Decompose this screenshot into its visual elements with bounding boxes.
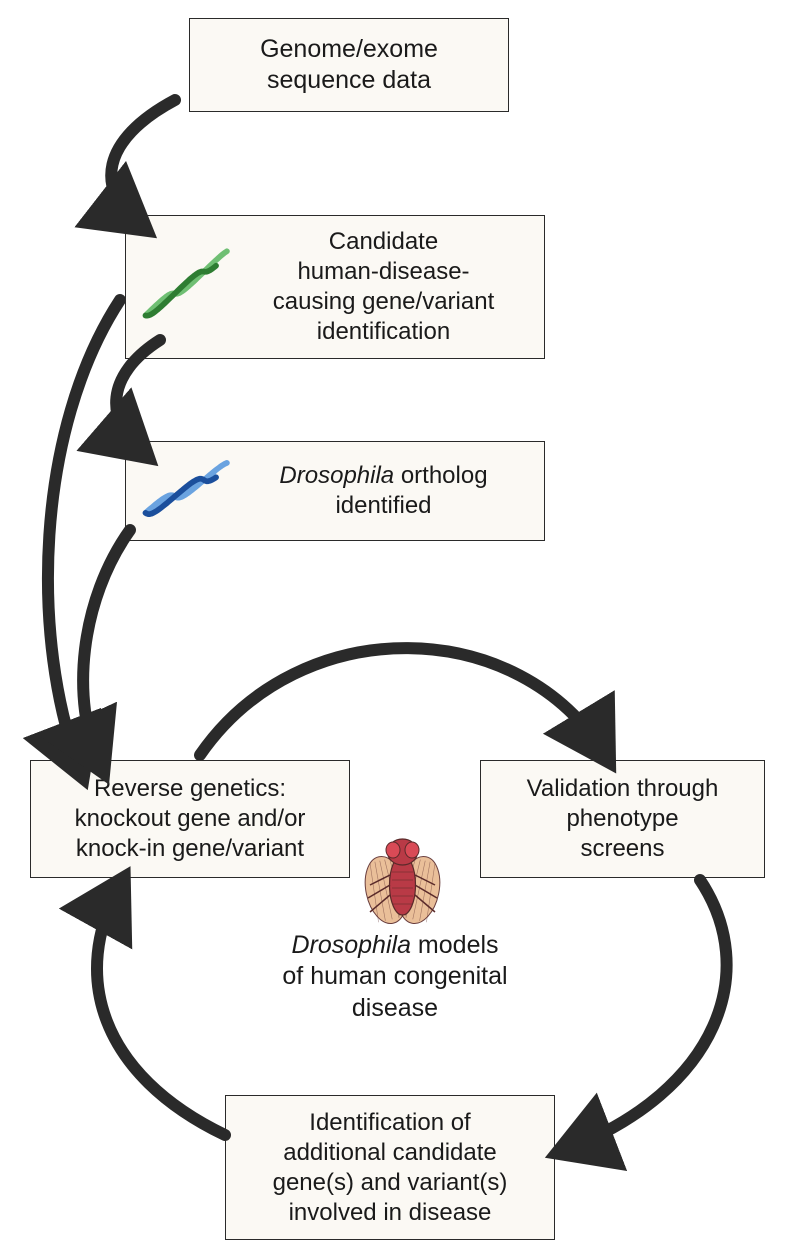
arrow-a1 — [111, 100, 175, 225]
arrow-left-up — [97, 885, 225, 1135]
arrow-right-down — [565, 880, 727, 1150]
arrow-a4 — [83, 530, 130, 765]
flow-arrows — [0, 0, 789, 1256]
arrow-top-arc — [200, 648, 605, 755]
arrow-a2 — [116, 340, 160, 452]
